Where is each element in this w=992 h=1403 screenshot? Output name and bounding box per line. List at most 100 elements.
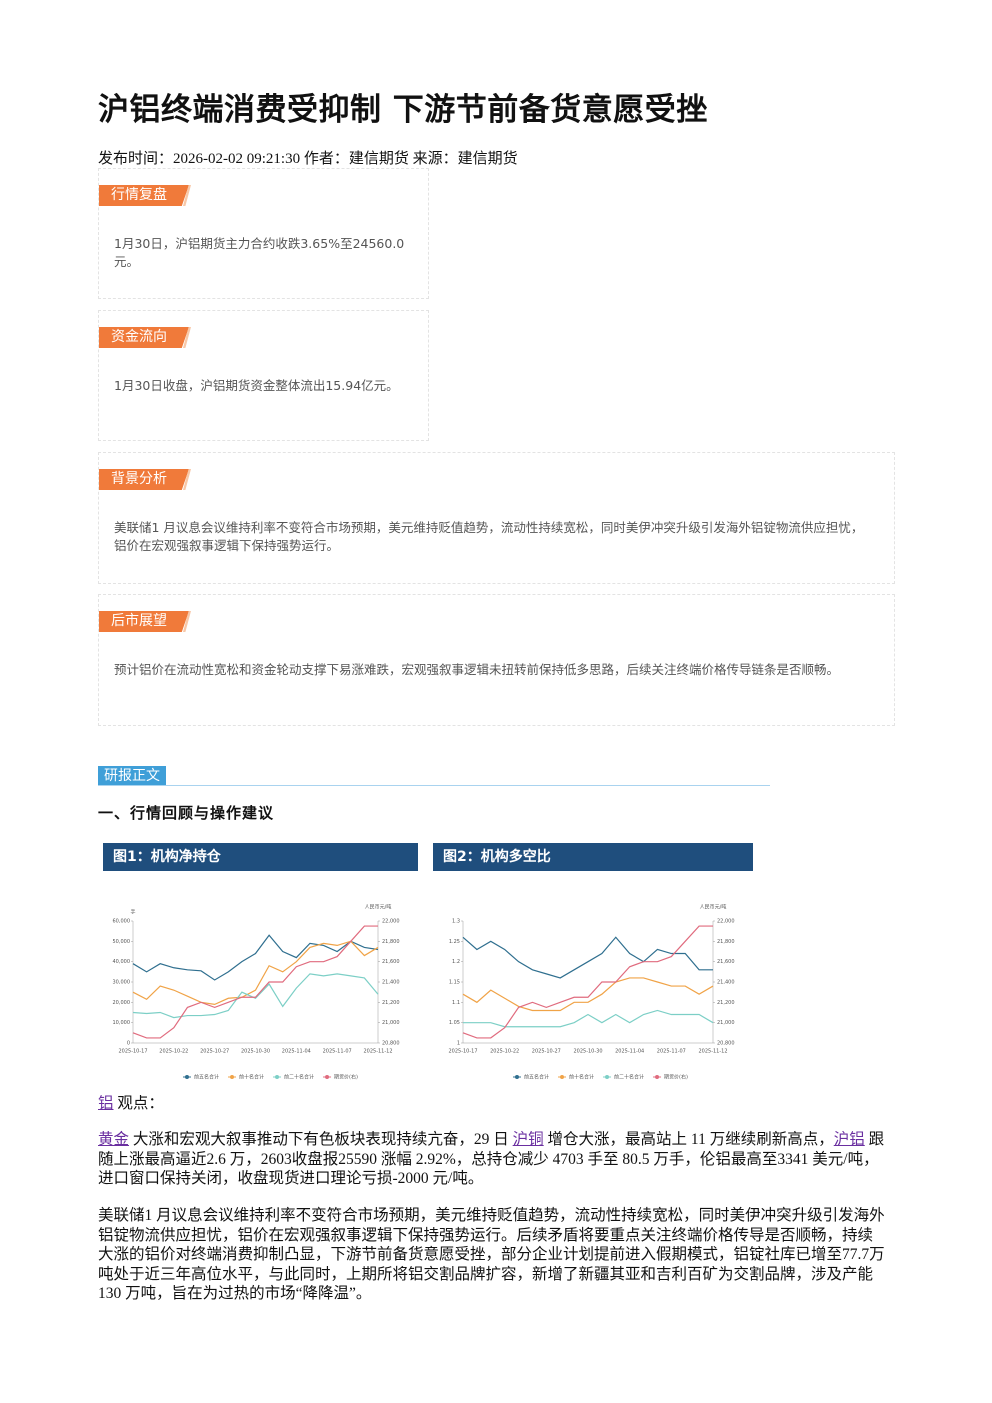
section-text: 预计铝价在流动性宽松和资金轮动支撑下易涨难跌，宏观强叙事逻辑未扭转前保持低多思路… [114,662,840,677]
section-label: 行情复盘 [99,185,189,206]
section-label: 后市展望 [99,611,189,632]
meta: 发布时间：2026-02-02 09:21:30 作者：建信期货 来源：建信期货 [98,151,518,167]
legend-marker [185,1075,189,1079]
legend-label: 前十名合计 [569,1074,594,1081]
x-tick-label: 2025-11-12 [698,1049,727,1055]
text-run: 观点： [113,1095,164,1112]
section-box: 后市展望 预计铝价在流动性宽松和资金轮动支撑下易涨难跌，宏观强叙事逻辑未扭转前保… [98,594,895,726]
y2-tick-label: 21,000 [382,1020,400,1026]
tab-deco [183,469,191,490]
y-tick-label: 1.1 [452,1000,460,1006]
x-tick-label: 2025-10-17 [118,1049,147,1055]
y2-tick-label: 20,800 [717,1041,735,1047]
figure-title: 图1：机构净持仓 [103,843,418,871]
section-box: 背景分析 美联储1 月议息会议维持利率不变符合市场预期，美元维持贬值趋势，流动性… [98,452,895,584]
y-tick-label: 0 [127,1041,130,1047]
y2-tick-label: 21,400 [382,980,400,986]
y-axis-label: 手 [130,909,135,916]
tab-deco [183,611,191,632]
series-line [132,934,379,981]
y-tick-label: 1.3 [452,919,460,925]
text-run: 美联储1 月议息会议维持利率不变符合市场预期，美元维持贬值趋势，流动性持续宽松，… [98,1207,885,1302]
legend-marker [230,1075,235,1079]
y-tick-label: 10,000 [113,1020,131,1026]
y-tick-label: 1.05 [449,1020,460,1026]
tab-deco [183,185,191,206]
x-tick-label: 2025-11-04 [282,1049,311,1055]
series-line [132,925,378,1039]
y-tick-label: 1 [457,1041,460,1047]
section-box: 资金流向 1月30日收盘，沪铝期货资金整体流出15.94亿元。 [98,310,429,441]
link[interactable]: 沪铜 [512,1131,544,1148]
x-tick-label: 2025-10-27 [532,1049,561,1055]
y2-axis-label: 人民币元/吨 [700,904,727,911]
x-tick-label: 2025-10-30 [241,1049,270,1055]
legend-marker [605,1075,610,1079]
legend-label: 前五名合计 [194,1074,219,1081]
legend-label: 前二十名合计 [614,1074,644,1081]
series-line [132,973,379,1019]
y2-tick-label: 21,000 [717,1020,735,1026]
y-tick-label: 20,000 [113,1000,131,1006]
y2-axis-label: 人民币元/吨 [365,904,392,911]
divider [98,785,770,786]
series-line [463,1009,714,1028]
section-text: 1月30日，沪铝期货主力合约收跌3.65%至24560.0元。 [114,236,405,269]
chart: 0 10,000 20,000 30,000 40,000 50,000 60,000 20,… [113,904,400,1081]
text-run: 增仓大涨，最高站上 11 万继续刷新高点， [543,1131,834,1148]
figure-title: 图2：机构多空比 [433,843,753,871]
y2-tick-label: 21,600 [717,959,735,965]
y2-tick-label: 21,400 [717,980,735,986]
paragraph: 美联储1 月议息会议维持利率不变符合市场预期，美元维持贬值趋势，流动性持续宽松，… [98,1206,888,1304]
y2-tick-label: 22,000 [717,919,735,925]
series-line [462,977,714,1012]
x-tick-label: 2025-11-12 [363,1049,392,1055]
y-tick-label: 1.2 [452,959,460,965]
y2-tick-label: 20,800 [382,1041,400,1047]
x-tick-label: 2025-11-07 [657,1049,686,1055]
title: 沪铝终端消费受抑制 下游节前备货意愿受挫 [98,92,708,128]
section-label: 背景分析 [99,469,189,490]
section-text: 美联储1 月议息会议维持利率不变符合市场预期，美元维持贬值趋势，流动性持续宽松，… [114,520,864,553]
paragraph: 黄金 大涨和宏观大叙事推动下有色板块表现持续亢奋，29 日 沪铜 增仓大涨，最高… [98,1130,888,1189]
legend-marker [655,1075,660,1079]
legend-label: 前十名合计 [239,1074,264,1081]
x-tick-label: 2025-10-22 [159,1049,188,1055]
heading: 一、行情回顾与操作建议 [98,804,275,822]
series-line [462,925,713,1039]
legend-marker [275,1075,280,1079]
tab-deco [183,327,191,348]
legend-marker [515,1075,519,1079]
text-run: 跟随上涨最高逼近2.6 万，2603收盘报25590 涨幅 2.92%，总持仓减… [98,1131,885,1187]
y2-tick-label: 21,800 [382,939,400,945]
section-box: 行情复盘 1月30日，沪铝期货主力合约收跌3.65%至24560.0元。 [98,168,429,299]
y2-tick-label: 21,600 [382,959,400,965]
y2-tick-label: 21,200 [717,1000,735,1006]
series-line [462,936,713,979]
link[interactable]: 铝 [98,1095,114,1112]
y2-tick-label: 21,800 [717,939,735,945]
view: 铝 观点： [98,1094,888,1114]
text-run: 大涨和宏观大叙事推动下有色板块表现持续亢奋，29 日 [129,1131,513,1148]
y2-tick-label: 22,000 [382,919,400,925]
link[interactable]: 沪铝 [833,1131,865,1148]
x-tick-label: 2025-11-04 [615,1049,644,1055]
section-label: 资金流向 [99,327,189,348]
y-tick-label: 1.15 [449,980,460,986]
x-tick-label: 2025-11-07 [323,1049,352,1055]
figure: 图2：机构多空比 1 1.05 1.1 1.15 1.2 1.25 1.3 20,800 21,… [433,843,753,1093]
x-tick-label: 2025-10-27 [200,1049,229,1055]
legend-marker [325,1075,330,1079]
y-tick-label: 50,000 [113,939,131,945]
chart: 1 1.05 1.1 1.15 1.2 1.25 1.3 20,800 21,000 21,200… [448,904,735,1081]
x-tick-label: 2025-10-17 [448,1049,477,1055]
report-label: 研报正文 [98,766,166,786]
legend-label: 期货价(右) [334,1074,358,1081]
legend-label: 前二十名合计 [284,1074,314,1081]
y-tick-label: 60,000 [113,919,131,925]
section-text: 1月30日收盘，沪铝期货资金整体流出15.94亿元。 [114,378,399,393]
figure: 图1：机构净持仓 0 10,000 20,000 30,000 40,000 50,000… [103,843,418,1093]
x-tick-label: 2025-10-30 [573,1049,602,1055]
link[interactable]: 黄金 [98,1131,130,1148]
